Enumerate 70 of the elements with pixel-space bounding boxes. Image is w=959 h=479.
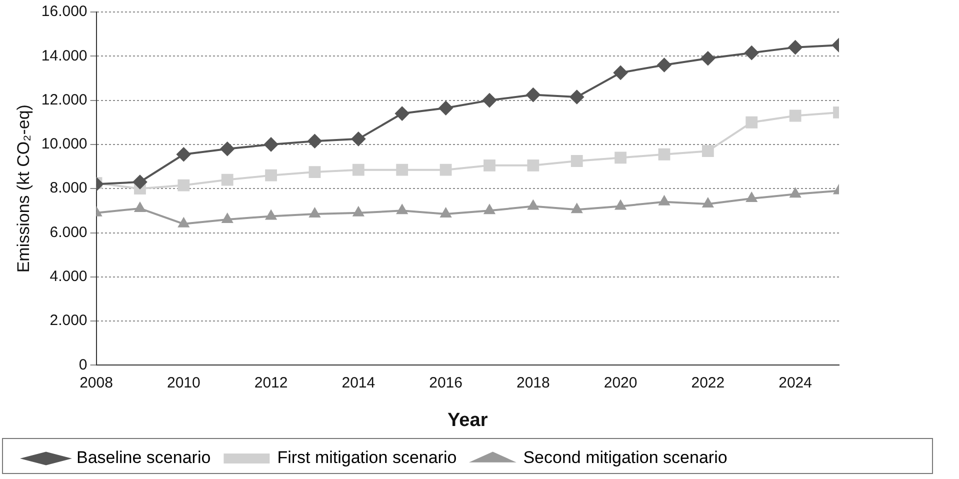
point: [702, 198, 714, 208]
point: [790, 188, 801, 198]
point: [528, 200, 539, 210]
point: [484, 159, 496, 172]
y-tick-label: 12.000: [41, 91, 88, 108]
legend-label: Baseline scenario: [76, 448, 211, 468]
x-tick-label: 2010: [166, 374, 200, 392]
point: [266, 210, 276, 220]
point: [308, 166, 321, 178]
y-tick-label: 0: [78, 356, 88, 374]
y-tick-label: 4.000: [50, 268, 88, 286]
x-tick-label: 2020: [604, 374, 638, 392]
x-tick-label: 2008: [80, 374, 113, 392]
point: [788, 40, 802, 54]
point: [572, 204, 582, 214]
point: [789, 110, 802, 122]
point: [744, 46, 759, 60]
point: [438, 101, 453, 116]
y-tick-label: 8.000: [50, 180, 88, 197]
point: [220, 142, 234, 156]
point: [482, 93, 496, 108]
x-tick-label: 2016: [429, 374, 462, 392]
point: [746, 192, 757, 202]
point: [615, 200, 626, 210]
x-tick-label: 2024: [778, 374, 812, 392]
point: [395, 106, 410, 121]
y-tick-label: 2.000: [50, 312, 88, 330]
y-tick-label: 16.000: [41, 3, 88, 20]
point: [309, 208, 320, 218]
point: [396, 204, 408, 214]
x-tick-label: 2014: [342, 374, 376, 392]
point: [264, 137, 278, 152]
point: [658, 148, 670, 160]
y-tick-label: 10.000: [41, 136, 88, 153]
point: [658, 196, 670, 206]
point: [526, 88, 540, 102]
point: [265, 169, 277, 182]
point: [700, 51, 715, 66]
legend-label: First mitigation scenario: [277, 448, 457, 468]
legend-label: Second mitigation scenario: [523, 448, 728, 468]
point: [308, 134, 322, 148]
x-tick-label: 2012: [254, 374, 288, 392]
point: [222, 214, 233, 224]
point: [746, 116, 758, 128]
y-tick-label: 6.000: [50, 224, 88, 241]
point: [614, 152, 627, 164]
point: [440, 164, 452, 176]
point: [176, 147, 191, 162]
y-tick-label: 14.000: [41, 47, 88, 64]
x-axis-title: Year: [448, 410, 488, 431]
x-tick-label: 2022: [691, 374, 725, 392]
point: [527, 159, 540, 172]
point: [570, 155, 583, 167]
point: [570, 90, 584, 104]
point: [178, 179, 190, 192]
y-axis-title: Emissions (kt CO₂-eq): [14, 104, 33, 273]
point: [353, 206, 364, 216]
x-tick-label: 2018: [516, 374, 550, 392]
point: [134, 202, 146, 212]
point: [351, 132, 366, 146]
point: [178, 218, 189, 228]
point: [614, 66, 628, 80]
point: [657, 58, 672, 72]
point: [484, 204, 495, 214]
point: [352, 164, 364, 176]
point: [702, 145, 714, 158]
point: [221, 174, 234, 186]
point: [132, 174, 147, 189]
point: [396, 164, 408, 176]
point: [440, 208, 452, 218]
